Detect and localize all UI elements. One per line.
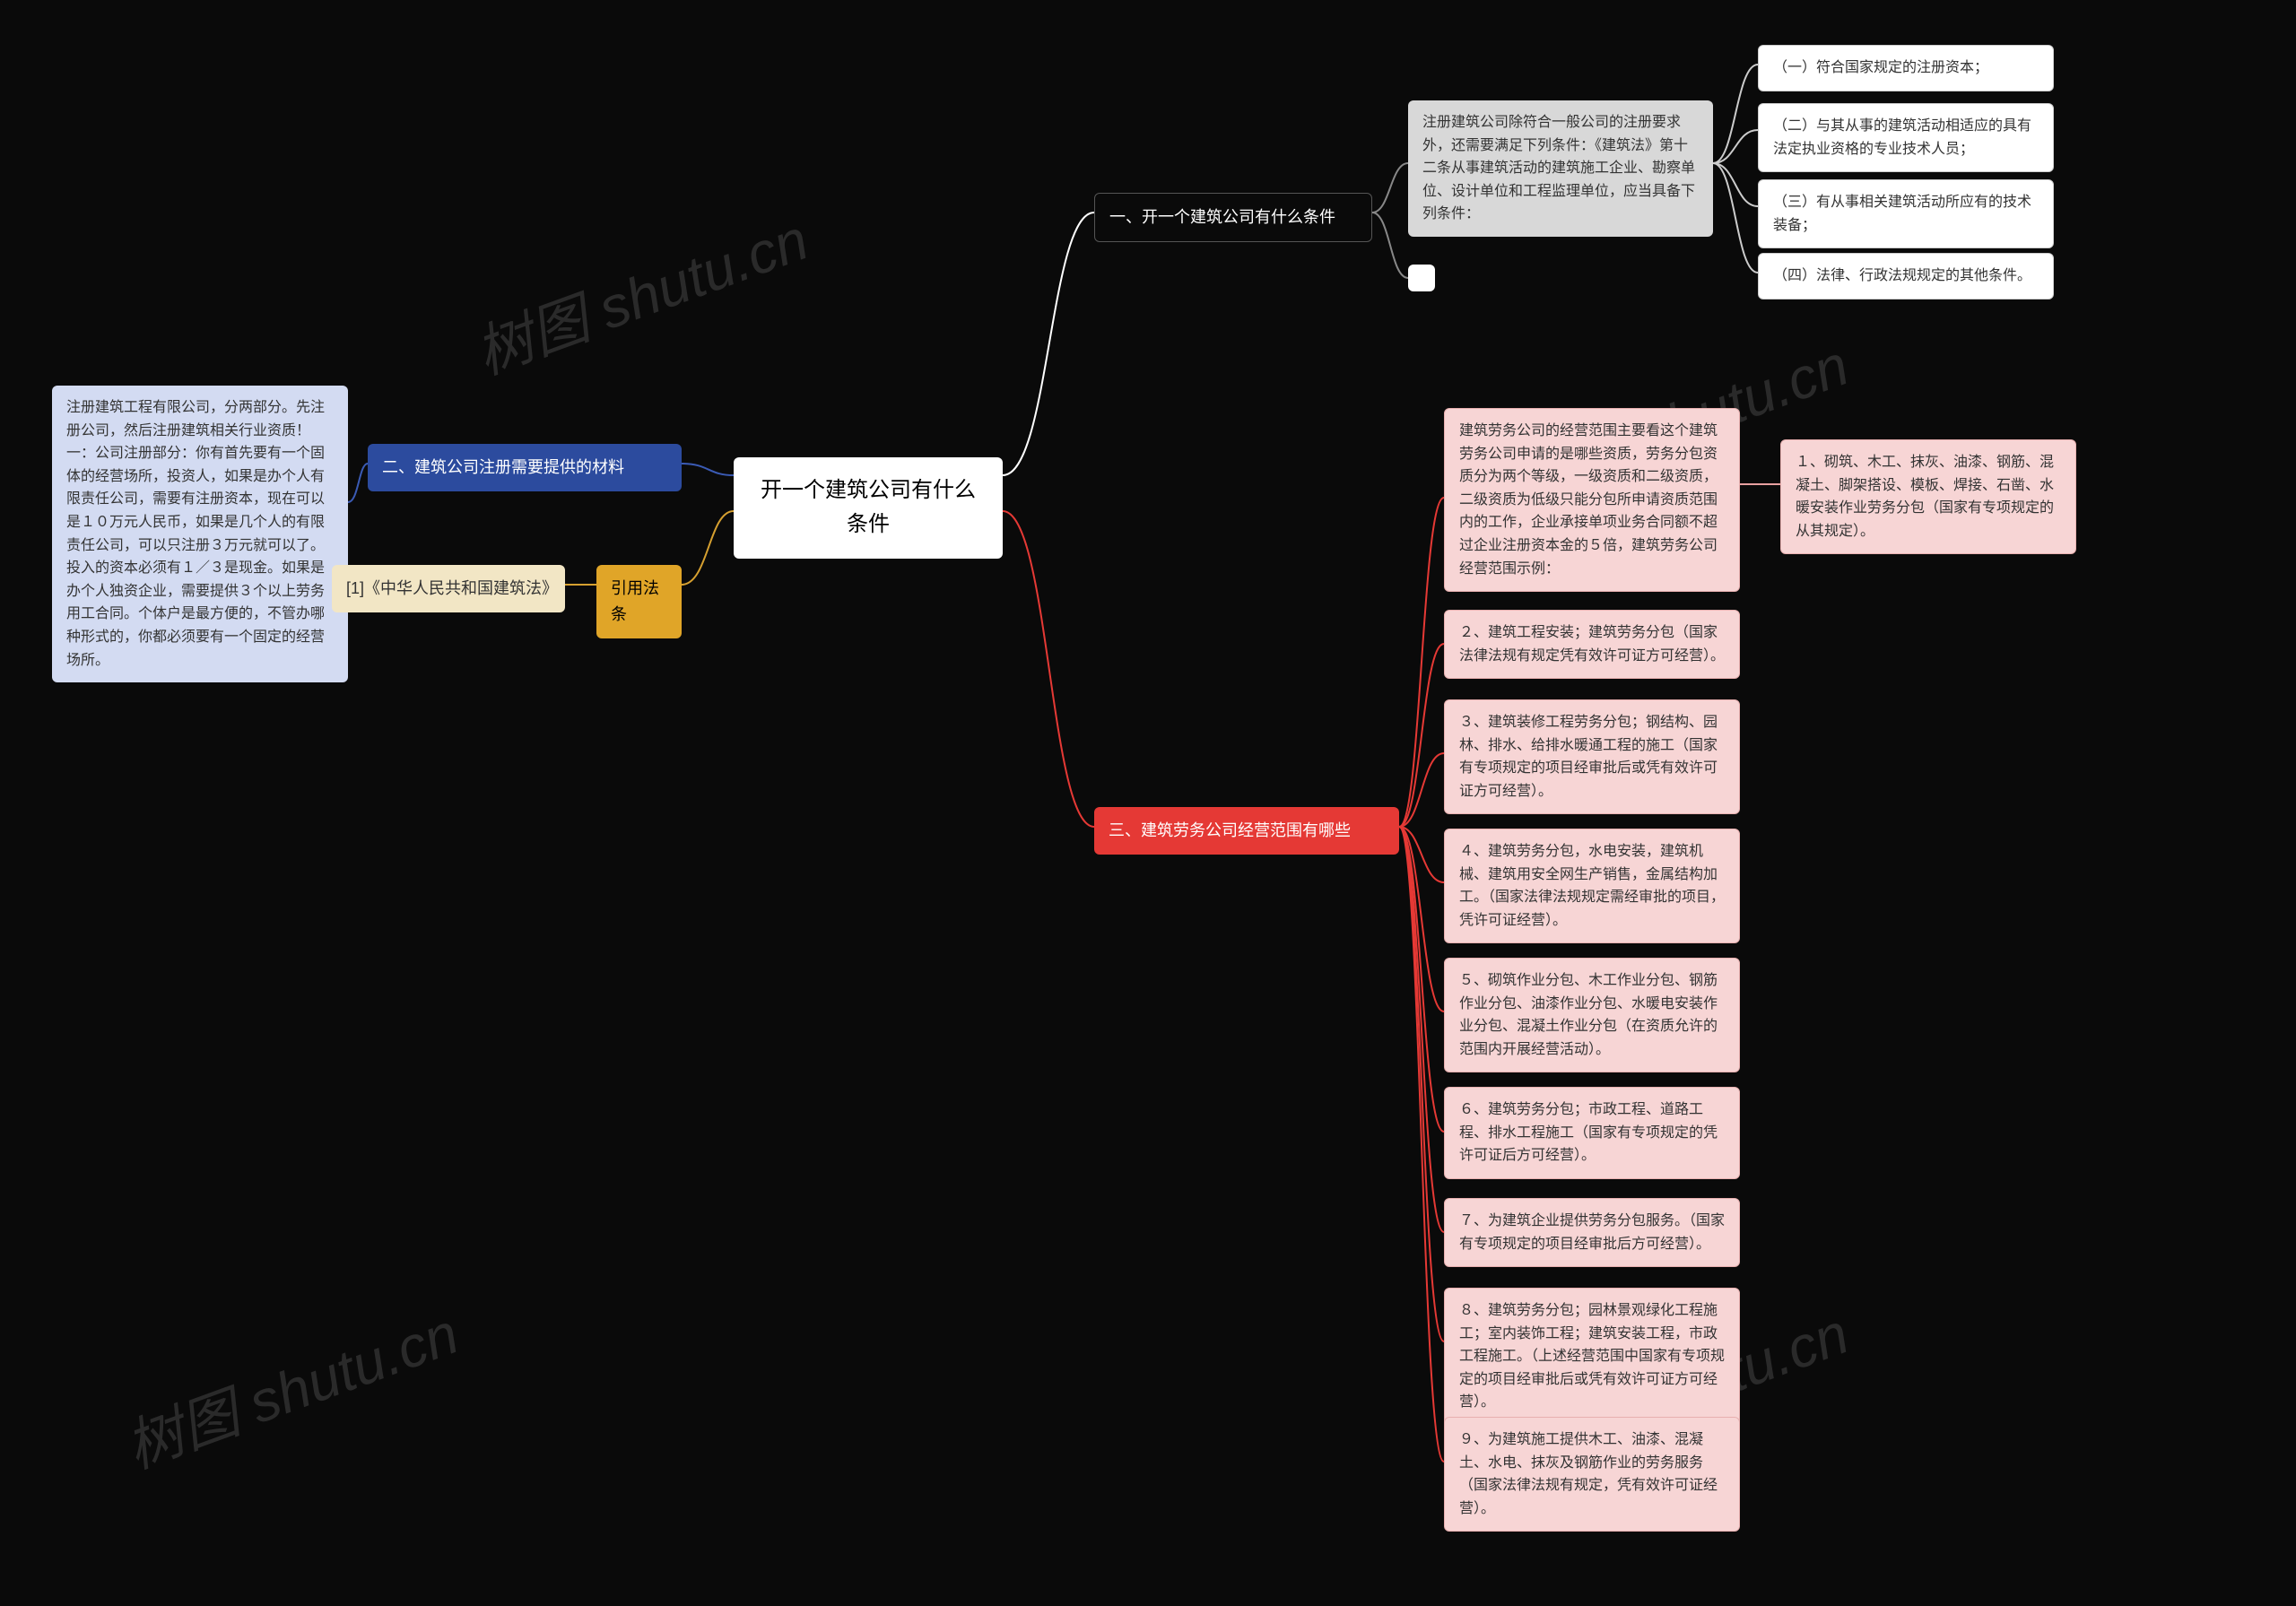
section1-label[interactable]: 一、开一个建筑公司有什么条件 [1094, 193, 1372, 242]
section1-sub-3: （三）有从事相关建筑活动所应有的技术装备； [1758, 179, 2054, 248]
section3-item-7: ７、为建筑企业提供劳务分包服务。（国家有专项规定的项目经审批后方可经营）。 [1444, 1198, 1740, 1267]
watermark: 树图 shutu.cn [463, 194, 818, 390]
materials-label[interactable]: 二、建筑公司注册需要提供的材料 [368, 444, 682, 491]
section3-intro-sub: １、砌筑、木工、抹灰、油漆、钢筋、混凝土、脚架搭设、模板、焊接、石凿、水暖安装作… [1780, 439, 2076, 554]
section1-sub-2: （二）与其从事的建筑活动相适应的具有法定执业资格的专业技术人员； [1758, 103, 2054, 172]
citation-label[interactable]: 引用法条 [596, 565, 682, 638]
section1-empty-node [1408, 265, 1435, 291]
materials-detail: 注册建筑工程有限公司，分两部分。先注册公司，然后注册建筑相关行业资质！一：公司注… [52, 386, 348, 682]
section1-detail: 注册建筑公司除符合一般公司的注册要求外，还需要满足下列条件：《建筑法》第十二条从… [1408, 100, 1713, 237]
section3-item-4: ４、建筑劳务分包，水电安装，建筑机械、建筑用安全网生产销售，金属结构加工。（国家… [1444, 829, 1740, 943]
section3-item-5: ５、砌筑作业分包、木工作业分包、钢筋作业分包、油漆作业分包、水暖电安装作业分包、… [1444, 958, 1740, 1072]
citation-item: [1]《中华人民共和国建筑法》 [332, 565, 565, 612]
section1-sub-4: （四）法律、行政法规规定的其他条件。 [1758, 253, 2054, 299]
watermark: 树图 shutu.cn [113, 1288, 468, 1484]
section3-item-6: ６、建筑劳务分包；市政工程、道路工程、排水工程施工（国家有专项规定的凭许可证后方… [1444, 1087, 1740, 1179]
section1-sub-1: （一）符合国家规定的注册资本； [1758, 45, 2054, 91]
section3-intro: 建筑劳务公司的经营范围主要看这个建筑劳务公司申请的是哪些资质，劳务分包资质分为两… [1444, 408, 1740, 592]
section3-item-3: ３、建筑装修工程劳务分包；钢结构、园林、排水、给排水暖通工程的施工（国家有专项规… [1444, 699, 1740, 814]
section3-item-2: ２、建筑工程安装；建筑劳务分包（国家法律法规有规定凭有效许可证方可经营）。 [1444, 610, 1740, 679]
section3-item-8: ８、建筑劳务分包；园林景观绿化工程施工；室内装饰工程；建筑安装工程，市政工程施工… [1444, 1288, 1740, 1426]
section3-label[interactable]: 三、建筑劳务公司经营范围有哪些 [1094, 807, 1399, 855]
section3-item-9: ９、为建筑施工提供木工、油漆、混凝土、水电、抹灰及钢筋作业的劳务服务（国家法律法… [1444, 1417, 1740, 1532]
root-node[interactable]: 开一个建筑公司有什么条件 [734, 457, 1003, 559]
